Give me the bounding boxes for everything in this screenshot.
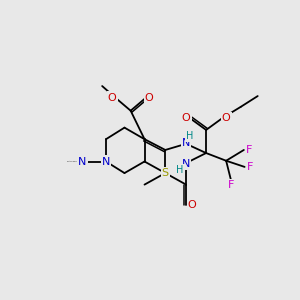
Text: N: N: [78, 157, 86, 166]
Text: H: H: [176, 165, 184, 175]
Text: O: O: [108, 93, 116, 103]
Text: S: S: [162, 168, 169, 178]
Text: F: F: [228, 180, 234, 190]
Text: O: O: [145, 93, 154, 103]
Text: methyl implied by line: methyl implied by line: [67, 161, 83, 162]
Text: O: O: [182, 112, 190, 123]
Text: F: F: [246, 145, 252, 155]
Text: N: N: [102, 157, 110, 166]
Text: N: N: [182, 159, 190, 169]
Text: F: F: [247, 162, 253, 172]
Text: O: O: [222, 112, 230, 123]
Text: N: N: [79, 157, 87, 166]
Text: H: H: [186, 131, 194, 141]
Text: N: N: [182, 138, 190, 148]
Text: O: O: [188, 200, 197, 210]
